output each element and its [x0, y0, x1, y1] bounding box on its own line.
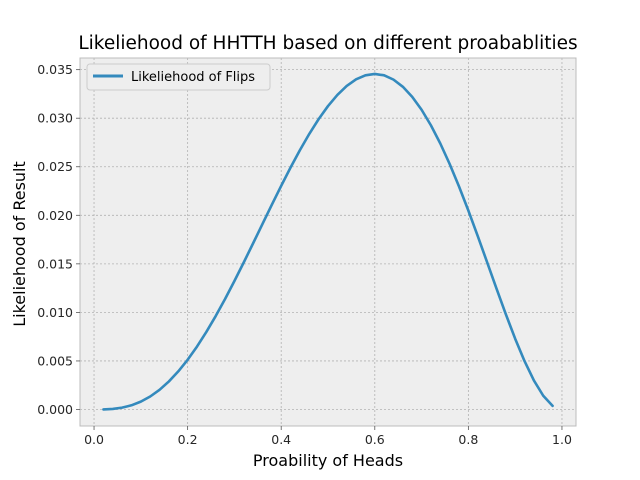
y-tick-label: 0.010	[37, 305, 73, 320]
y-tick-label: 0.005	[37, 353, 73, 368]
y-tick-label: 0.020	[37, 208, 73, 223]
legend-box	[86, 63, 271, 91]
series-line	[102, 72, 554, 411]
x-tick-label: 1.0	[552, 432, 572, 447]
y-tick-label: 0.015	[37, 256, 73, 271]
x-tick-label: 0.2	[178, 432, 198, 447]
grid-lines	[80, 58, 576, 426]
legend: Likeliehood of Flips	[86, 63, 271, 91]
x-tick-label: 0.8	[458, 432, 478, 447]
series-layer	[102, 72, 554, 411]
y-axis-label: Likeliehood of Result	[10, 161, 29, 327]
x-axis-ticks: 0.0 0.2 0.4 0.6 0.8 1.0	[84, 426, 572, 447]
plot-frame	[79, 57, 577, 427]
legend-label: Likeliehood of Flips	[131, 70, 255, 85]
x-tick-label: 0.4	[271, 432, 291, 447]
x-tick-label: 0.6	[365, 432, 385, 447]
x-axis-label: Proability of Heads	[253, 451, 403, 470]
plot-area	[80, 58, 576, 426]
chart-title: Likeliehood of HHTTH based on different …	[78, 33, 577, 54]
y-tick-label: 0.025	[37, 159, 73, 174]
x-tick-label: 0.0	[84, 432, 104, 447]
y-tick-label: 0.030	[37, 111, 73, 126]
y-tick-label: 0.035	[37, 62, 73, 77]
y-axis-ticks: 0.000 0.005 0.010 0.015 0.020 0.025 0.030 0.035	[37, 62, 80, 417]
y-tick-label: 0.000	[37, 402, 73, 417]
